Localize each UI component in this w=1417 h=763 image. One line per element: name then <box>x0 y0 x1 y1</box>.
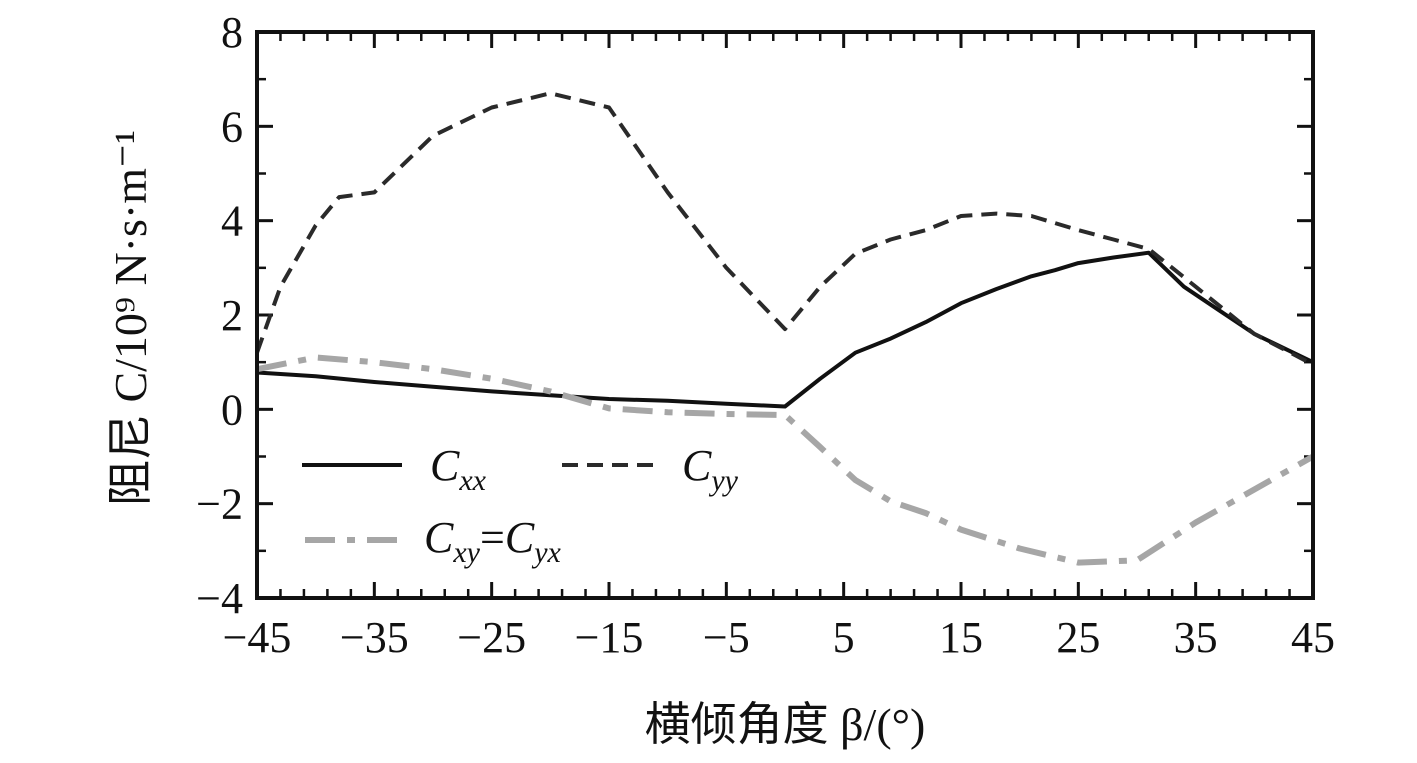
y-tick-label: −4 <box>196 574 243 623</box>
x-tick-label: 35 <box>1174 613 1218 662</box>
y-tick-label: 4 <box>221 197 243 246</box>
y-tick-label: 6 <box>221 102 243 151</box>
y-tick-label: 0 <box>221 385 243 434</box>
x-tick-label: −5 <box>703 613 750 662</box>
x-tick-label: −15 <box>575 613 644 662</box>
series-line-cyy <box>257 93 1313 364</box>
y-tick-label: 2 <box>221 291 243 340</box>
x-tick-label: 15 <box>939 613 983 662</box>
y-tick-label: −2 <box>196 480 243 529</box>
x-tick-label: −35 <box>340 613 409 662</box>
frame-group <box>257 32 1313 598</box>
series-line-cxy <box>257 358 1313 563</box>
series-group <box>257 93 1313 562</box>
x-tick-label: −25 <box>457 613 526 662</box>
legend-label-cxy: Cxy=Cyx <box>424 513 562 569</box>
legend: Cxx Cyy Cxy=Cyx <box>302 441 739 569</box>
x-tick-label: 5 <box>833 613 855 662</box>
x-axis-title: 横倾角度 β/(°) <box>645 699 926 750</box>
y-axis-title: 阻尼 C/10⁹ N·s·m⁻¹ <box>105 130 156 506</box>
x-tick-label: 25 <box>1056 613 1100 662</box>
y-tick-label: 8 <box>221 8 243 57</box>
legend-label-cxx: Cxx <box>430 441 487 497</box>
legend-label-cyy: Cyy <box>682 441 739 497</box>
x-tick-label: 45 <box>1291 613 1335 662</box>
plot-frame <box>257 32 1313 598</box>
